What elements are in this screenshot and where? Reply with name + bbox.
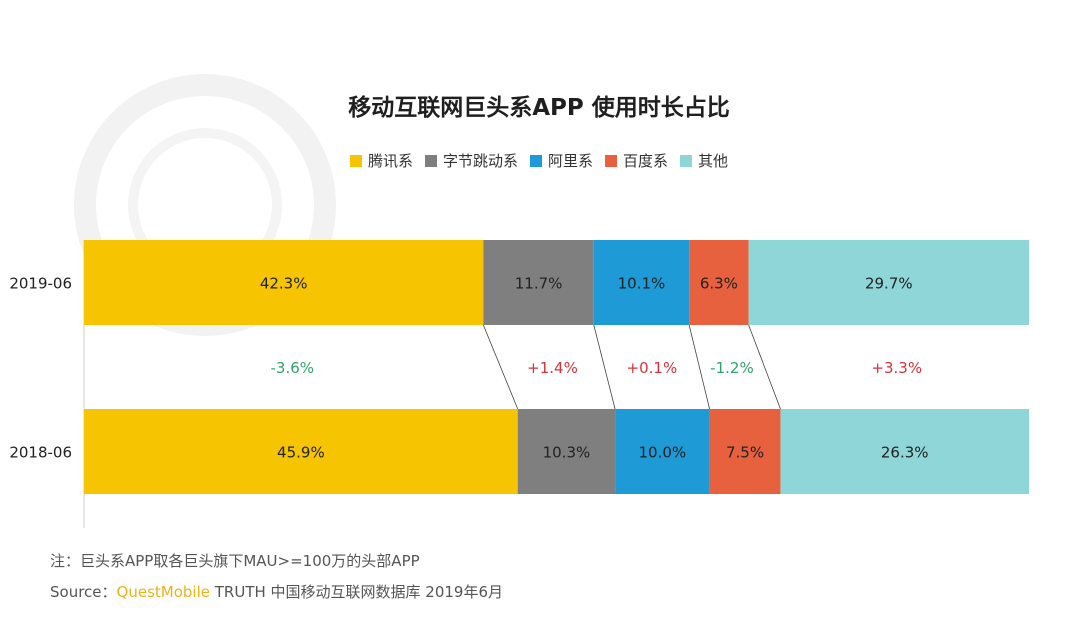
legend-label: 阿里系 <box>547 152 593 170</box>
legend-label: 字节跳动系 <box>442 152 518 170</box>
connector-line <box>688 324 710 410</box>
change-label: -1.2% <box>710 359 754 377</box>
chart-title: 移动互联网巨头系APP 使用时长占比 <box>348 95 730 121</box>
data-label: 10.1% <box>618 275 666 293</box>
legend-label: 百度系 <box>623 152 669 170</box>
legend-label: 其他 <box>698 152 729 170</box>
data-label: 45.9% <box>277 444 325 462</box>
legend-swatch <box>349 154 362 167</box>
legend-item: 腾讯系 <box>349 150 413 171</box>
legend-item: 百度系 <box>605 150 668 171</box>
source-prefix: Source： <box>50 583 117 601</box>
bar-segment <box>517 409 616 494</box>
data-label: 7.5% <box>726 444 764 462</box>
legend-label: 腾讯系 <box>367 152 413 170</box>
bar-segment <box>84 240 484 325</box>
connector-line <box>482 324 519 410</box>
legend-item: 其他 <box>680 150 728 171</box>
connector-line <box>593 324 616 410</box>
legend-swatch <box>605 154 617 167</box>
source-brand: QuestMobile <box>116 583 210 601</box>
change-label: +1.4% <box>527 359 578 377</box>
source-rest: TRUTH 中国移动互联网数据库 2019年6月 <box>209 583 504 601</box>
bar-segment <box>483 240 594 325</box>
bar-segment <box>748 240 1029 325</box>
bar-segment <box>593 240 690 325</box>
connector-line <box>748 324 781 410</box>
data-label: 42.3% <box>260 275 308 293</box>
data-label: 10.0% <box>639 444 687 462</box>
bar-segment <box>709 409 781 494</box>
category-label: 2018-06 <box>9 444 72 462</box>
legend-item: 阿里系 <box>529 150 593 171</box>
data-label: 11.7% <box>515 275 563 293</box>
legend-swatch <box>680 154 693 167</box>
change-label: +0.1% <box>627 359 678 377</box>
data-label: 29.7% <box>865 275 913 293</box>
data-label: 26.3% <box>881 444 929 462</box>
change-label: +3.3% <box>871 359 922 377</box>
legend-item: 字节跳动系 <box>424 150 518 171</box>
legend-swatch <box>529 154 542 167</box>
bar-segment <box>615 409 710 494</box>
legend: 腾讯系 字节跳动系 阿里系 百度系 其他 <box>0 150 1078 171</box>
data-label: 6.3% <box>700 275 738 293</box>
source-line: Source：QuestMobile TRUTH 中国移动互联网数据库 2019… <box>50 581 503 602</box>
data-label: 10.3% <box>543 444 591 462</box>
bar-segment <box>780 409 1029 494</box>
bar-segment <box>84 409 518 494</box>
footnote: 注：巨头系APP取各巨头旗下MAU>=100万的头部APP <box>50 552 420 570</box>
category-label: 2019-06 <box>9 275 72 293</box>
legend-swatch <box>424 154 437 167</box>
bar-segment <box>689 240 749 325</box>
change-label: -3.6% <box>271 359 315 377</box>
